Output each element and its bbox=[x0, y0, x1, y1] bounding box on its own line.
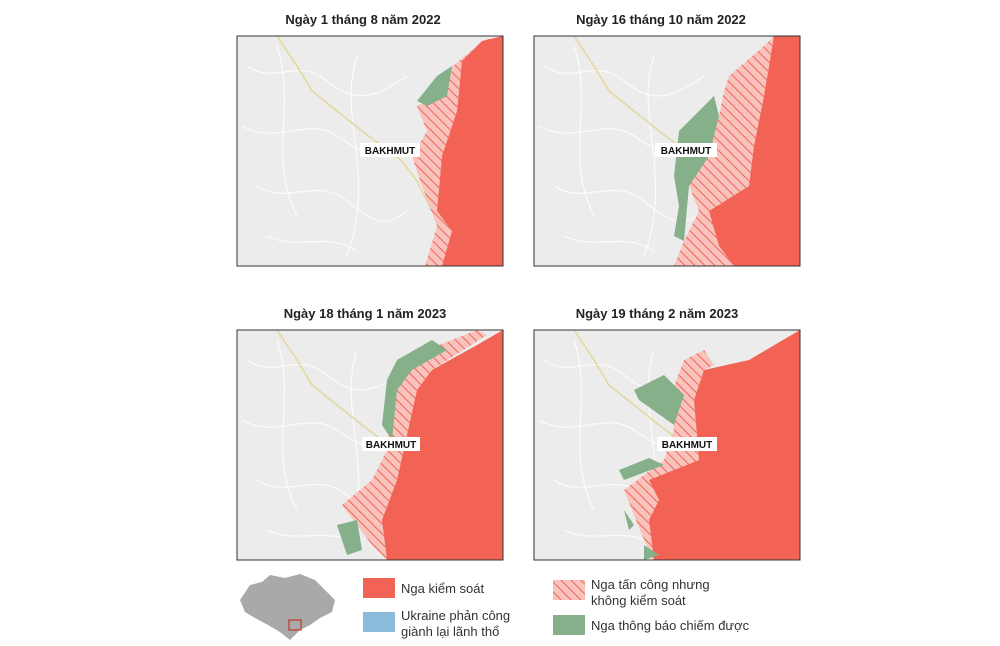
legend-label: Nga tấn công nhưng không kiểm soát bbox=[591, 577, 710, 608]
ukraine-outline bbox=[240, 574, 335, 640]
legend-label: Nga thông báo chiếm được bbox=[591, 618, 750, 633]
panel: Ngày 18 tháng 1 năm 2023 BAKHMUT bbox=[236, 306, 504, 561]
legend-swatch bbox=[553, 615, 585, 635]
contested-area bbox=[674, 36, 774, 266]
legend-line: Nga tấn công nhưng bbox=[591, 577, 710, 592]
panel-title: Ngày 18 tháng 1 năm 2023 bbox=[284, 306, 447, 321]
city-box bbox=[657, 437, 717, 451]
map-border bbox=[236, 329, 504, 561]
legend-line: Nga thông báo chiếm được bbox=[591, 618, 750, 633]
panel-title: Ngày 1 tháng 8 năm 2022 bbox=[285, 12, 440, 27]
legend-line: Ukraine phản công bbox=[401, 608, 510, 623]
city-label: BAKHMUT bbox=[661, 146, 712, 157]
legend-line: giành lại lãnh thổ bbox=[401, 624, 499, 639]
claimed-area bbox=[674, 96, 719, 241]
contested-area bbox=[412, 38, 492, 266]
claimed-area bbox=[644, 545, 659, 560]
locator-box bbox=[288, 619, 302, 631]
legend-swatch bbox=[553, 580, 585, 600]
map: BAKHMUT bbox=[237, 330, 503, 560]
map-border bbox=[533, 329, 801, 561]
city-box bbox=[655, 143, 717, 157]
russian-controlled bbox=[382, 330, 503, 560]
claimed-area bbox=[337, 520, 362, 555]
panel-title: Ngày 19 tháng 2 năm 2023 bbox=[576, 306, 739, 321]
map: BAKHMUT bbox=[534, 36, 800, 266]
legend: Nga kiểm soát Ukraine phản công giành lại… bbox=[363, 577, 750, 639]
city-box bbox=[362, 437, 420, 451]
city-label: BAKHMUT bbox=[365, 146, 416, 157]
russian-controlled bbox=[649, 330, 800, 560]
contested-area bbox=[624, 350, 714, 560]
panel-title: Ngày 16 tháng 10 năm 2022 bbox=[576, 12, 746, 27]
claimed-area bbox=[417, 66, 452, 106]
map: BAKHMUT bbox=[237, 36, 503, 266]
legend-line: không kiểm soát bbox=[591, 593, 686, 608]
claimed-area bbox=[382, 340, 447, 440]
city-label: BAKHMUT bbox=[662, 440, 713, 451]
panel: Ngày 19 tháng 2 năm 2023 BAKHMUT bbox=[533, 306, 801, 561]
russian-controlled bbox=[437, 36, 503, 266]
locator-map bbox=[240, 574, 335, 640]
claimed-area bbox=[619, 458, 664, 480]
legend-label: Nga kiểm soát bbox=[401, 581, 484, 596]
claimed-area bbox=[624, 510, 634, 530]
panel: Ngày 16 tháng 10 năm 2022 BAKHMUT bbox=[533, 12, 801, 267]
legend-swatch bbox=[363, 578, 395, 598]
map-border bbox=[533, 35, 801, 267]
legend-line: Nga kiểm soát bbox=[401, 581, 484, 596]
contested-area bbox=[342, 330, 487, 560]
panel: Ngày 1 tháng 8 năm 2022 BAKHMUT bbox=[236, 12, 504, 267]
legend-swatch bbox=[363, 612, 395, 632]
legend-label: Ukraine phản công giành lại lãnh thổ bbox=[401, 608, 510, 639]
city-box bbox=[360, 143, 420, 157]
city-label: BAKHMUT bbox=[366, 440, 417, 451]
map-border bbox=[236, 35, 504, 267]
russian-controlled bbox=[709, 36, 800, 266]
claimed-area bbox=[634, 375, 684, 425]
map: BAKHMUT bbox=[534, 330, 800, 560]
